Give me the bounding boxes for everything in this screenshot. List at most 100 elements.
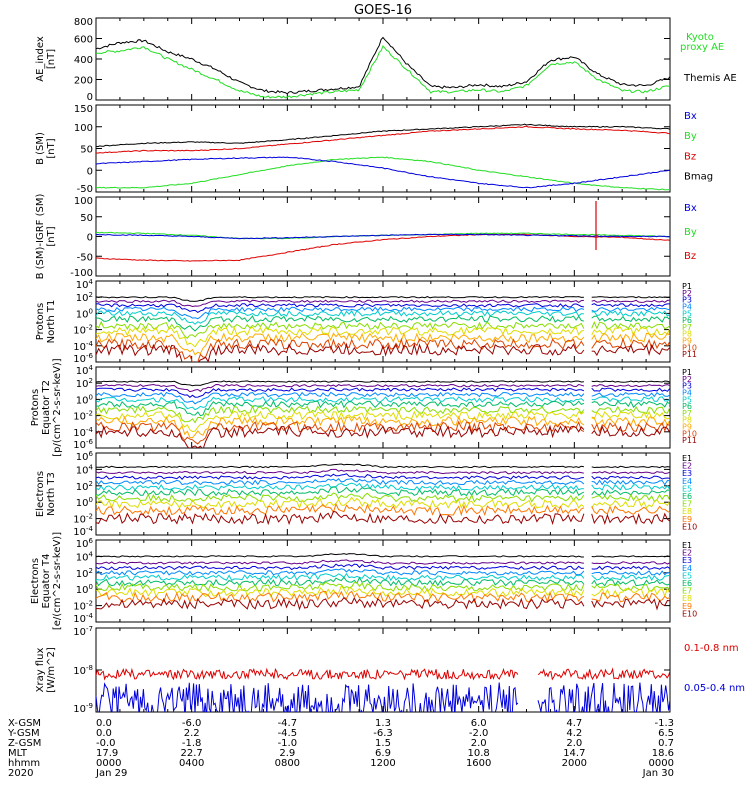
y-tick-label: 106: [76, 537, 94, 550]
series-line-long: [96, 667, 670, 681]
y-tick-label: -100: [70, 268, 93, 279]
y-axis-label: Electrons: [30, 558, 41, 604]
series-group: [96, 123, 670, 191]
series-line-p10: [96, 420, 670, 445]
y-tick-label: 10-4: [73, 525, 93, 538]
legend-entry: E3: [682, 556, 692, 565]
footer-ephemeris: X-GSMY-GSMZ-GSMMLThhmm20200.00.0-0.017.9…: [7, 718, 674, 779]
legend-entry: Kyoto: [686, 32, 714, 43]
footer-value: -1.8: [182, 738, 202, 749]
y-tick-label: 10-9: [73, 702, 93, 715]
y-tick-label: -50: [77, 252, 93, 263]
footer-row-label: Y-GSM: [7, 728, 40, 739]
y-axis-label: [W/m^2]: [46, 647, 57, 693]
legend-entry: P5: [682, 395, 692, 404]
legend-entry: Bx: [684, 203, 697, 214]
series-line-bz: [96, 233, 670, 262]
footer-value: 2000: [562, 758, 587, 769]
legend-entry: P1: [682, 368, 692, 377]
legend-entry: P9: [682, 423, 692, 432]
footer-value: 1200: [370, 758, 395, 769]
series-line-p3: [96, 387, 670, 398]
legend-entry: E2: [682, 549, 692, 558]
y-tick-label: 150: [74, 104, 93, 115]
series-line-p2: [96, 383, 670, 393]
legend-entry: E6: [682, 492, 692, 501]
series-line-p6: [96, 315, 670, 332]
legend-entry: P2: [682, 289, 692, 298]
series-line-e9: [96, 502, 670, 517]
legend-entry: P11: [682, 436, 697, 445]
panel-bsm: 150 100 50 0 -50 B (SM) [nT] Bx By Bz Bmag: [35, 104, 713, 195]
series-line-e2: [96, 559, 670, 565]
series-line-p5: [96, 309, 670, 325]
y-tick-label: 0: [87, 166, 93, 177]
series-line-p1: [96, 380, 670, 387]
y-tick-label: 102: [76, 480, 93, 493]
legend-entry: P6: [682, 316, 692, 325]
legend-entry: E7: [682, 587, 692, 596]
legend: Bx By Bz: [684, 203, 697, 262]
legend-entry: P4: [682, 302, 692, 311]
series-group: [96, 296, 670, 362]
y-tick-label: 100: [74, 123, 93, 134]
legend-entry: E2: [682, 462, 692, 471]
y-axis-label: North T3: [46, 472, 57, 516]
series-line-e4: [96, 568, 670, 576]
panel-frame: [95, 104, 671, 193]
legend-entry: P3: [682, 296, 692, 305]
legend-entry: 0.05-0.4 nm: [684, 683, 745, 694]
panel-frame: [95, 17, 671, 101]
y-axis-label: Electrons: [35, 471, 46, 517]
footer-value: 10.8: [468, 748, 490, 759]
footer-value: Jan 29: [95, 768, 127, 779]
y-tick-label: 10-4: [73, 612, 93, 625]
y-tick-label: 100: [76, 583, 93, 596]
y-tick-label: 10-2: [73, 600, 93, 613]
series-line-p2: [96, 299, 670, 308]
footer-value: 0000: [96, 758, 121, 769]
y-tick-label: -50: [77, 184, 93, 195]
series-line-bx: [96, 233, 670, 240]
footer-value: -1.3: [654, 718, 674, 729]
legend-entry: P8: [682, 330, 692, 339]
footer-value: 1600: [466, 758, 491, 769]
footer-value: 0.7: [658, 738, 674, 749]
y-tick-label: 600: [74, 35, 93, 46]
legend: 0.1-0.8 nm 0.05-0.4 nm: [684, 643, 745, 694]
y-tick-label: 100: [76, 393, 93, 406]
footer-value: 1.3: [375, 718, 391, 729]
y-tick-label: 0: [87, 233, 93, 244]
footer-row-label: 2020: [8, 768, 33, 779]
footer-value: Jan 30: [642, 768, 674, 779]
y-tick-label: 10-7: [73, 625, 93, 638]
legend-entry: E3: [682, 469, 692, 478]
y-tick-label: 50: [80, 213, 93, 224]
y-tick-label: 104: [76, 364, 94, 377]
legend-entry: By: [684, 227, 697, 238]
y-axis-label: B (SM): [35, 132, 46, 165]
footer-value: 14.7: [563, 748, 585, 759]
series-line-p11: [96, 342, 670, 362]
footer-value: 0400: [179, 758, 204, 769]
footer-value: 0800: [275, 758, 300, 769]
footer-value: 4.7: [566, 718, 582, 729]
footer-value: 2.0: [471, 738, 487, 749]
series-line-e8: [96, 496, 670, 510]
series-group: [96, 201, 670, 262]
footer-value: 0.0: [96, 728, 112, 739]
legend-entry: Bz: [684, 151, 696, 162]
footer-value: 2.9: [279, 748, 295, 759]
panel-frame: [95, 452, 671, 536]
legend-entry: E5: [682, 571, 692, 580]
footer-value: 6.9: [375, 748, 391, 759]
legend-entry: E1: [682, 541, 692, 550]
footer-value: 6.0: [471, 718, 487, 729]
legend-entry: E6: [682, 579, 692, 588]
legend-entry: P3: [682, 382, 692, 391]
